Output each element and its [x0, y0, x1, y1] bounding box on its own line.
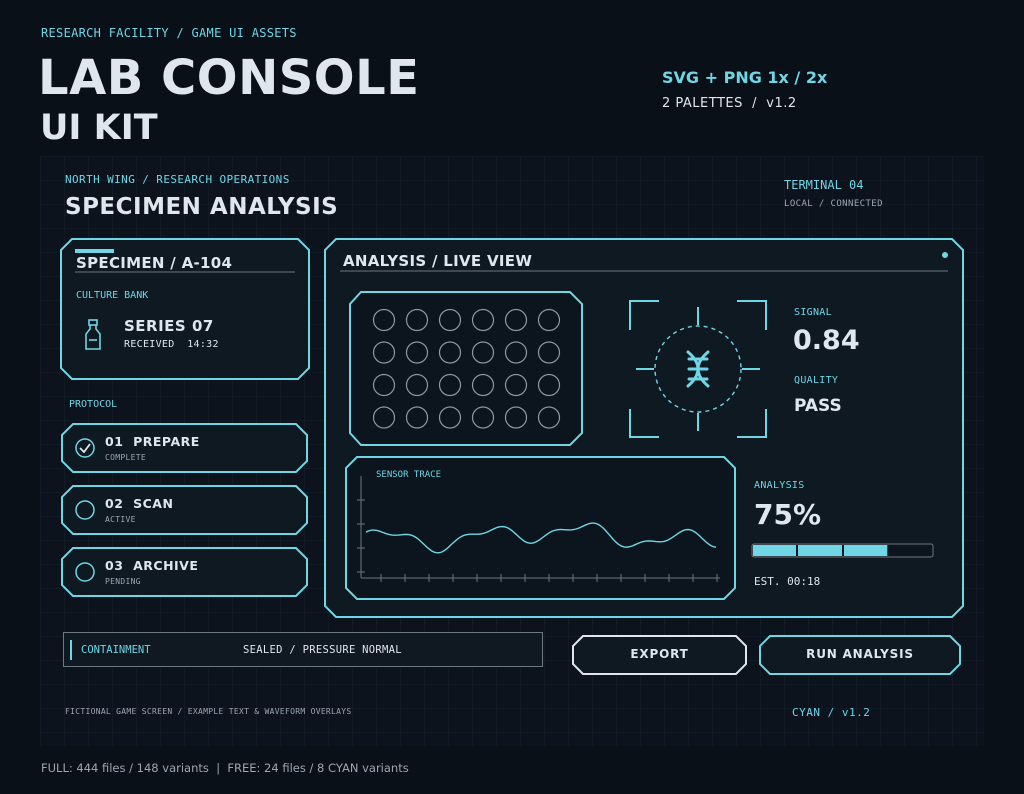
- export-button-label: EXPORT: [630, 647, 689, 661]
- analysis-title: ANALYSIS / LIVE VIEW: [343, 252, 533, 270]
- protocol-step-scan[interactable]: 02 SCAN ACTIVE: [62, 486, 307, 534]
- step-status: COMPLETE: [105, 453, 146, 462]
- sensor-waveform: [365, 522, 717, 554]
- well: [405, 341, 429, 364]
- culture-label: CULTURE BANK: [76, 290, 149, 301]
- containment-label: CONTAINMENT: [81, 644, 151, 656]
- eta-label: EST. 00:18: [754, 575, 821, 588]
- step-frame-3: [61, 547, 308, 597]
- specimen-series: SERIES 07: [124, 317, 214, 335]
- well: [372, 373, 396, 397]
- format-info: SVG + PNG 1x / 2x: [662, 68, 828, 87]
- step-title: 01 PREPARE: [105, 434, 200, 449]
- variant-label: CYAN / v1.2: [792, 706, 871, 719]
- well: [504, 373, 528, 397]
- specimen-received: RECEIVED 14:32: [124, 339, 219, 350]
- run-analysis-button-frame: [759, 635, 961, 675]
- well: [438, 308, 462, 332]
- well: [471, 308, 495, 332]
- step-status: ACTIVE: [105, 515, 136, 524]
- well: [405, 406, 429, 429]
- sensor-axes: [360, 476, 720, 579]
- terminal-status: LOCAL / CONNECTED: [784, 199, 883, 209]
- target-reticle: [629, 300, 767, 438]
- step-status: PENDING: [105, 577, 141, 586]
- containment-accent: [70, 640, 72, 660]
- well-plate-frame: [349, 291, 583, 446]
- step-frame-1: [61, 423, 308, 473]
- well: [537, 308, 561, 332]
- specimen-title: SPECIMEN / A-104: [76, 254, 233, 272]
- well: [438, 406, 462, 429]
- sensor-ticks: [357, 499, 718, 582]
- check-circle-icon: [75, 438, 95, 458]
- step-frame-2: [61, 485, 308, 535]
- well: [405, 373, 429, 397]
- kit-title: LAB CONSOLE: [38, 50, 420, 106]
- progress-fill: [753, 545, 888, 556]
- vial-icon: [85, 319, 101, 350]
- well: [471, 341, 495, 364]
- footnote: FICTIONAL GAME SCREEN / EXAMPLE TEXT & W…: [65, 707, 352, 716]
- well: [537, 373, 561, 397]
- run-analysis-button[interactable]: RUN ANALYSIS: [760, 636, 960, 674]
- containment-status: SEALED / PRESSURE NORMAL: [243, 644, 402, 656]
- well: [504, 308, 528, 332]
- quality-value: PASS: [794, 396, 842, 416]
- breadcrumb: NORTH WING / RESEARCH OPERATIONS: [65, 173, 290, 186]
- well: [537, 406, 561, 429]
- well: [372, 341, 396, 364]
- progress-segments: [796, 545, 844, 556]
- protocol-step-archive[interactable]: 03 ARCHIVE PENDING: [62, 548, 307, 596]
- signal-label: SIGNAL: [794, 307, 832, 318]
- export-button[interactable]: EXPORT: [573, 636, 746, 674]
- protocol-label: PROTOCOL: [69, 399, 118, 410]
- specimen-card-accent: [75, 249, 114, 253]
- progress-label: ANALYSIS: [754, 480, 805, 491]
- protocol-step-prepare[interactable]: 01 PREPARE COMPLETE: [62, 424, 307, 472]
- well: [504, 341, 528, 364]
- file-count: FULL: 444 files / 148 variants | FREE: 2…: [41, 761, 409, 775]
- kit-subtitle: UI KIT: [40, 108, 158, 148]
- sensor-panel-frame: [345, 456, 736, 600]
- progress-value: 75%: [754, 498, 822, 531]
- terminal-label: TERMINAL 04: [784, 178, 864, 192]
- well: [504, 406, 528, 429]
- live-indicator: [942, 252, 948, 258]
- well: [537, 341, 561, 364]
- page-title: SPECIMEN ANALYSIS: [65, 194, 339, 220]
- well-grid: [372, 308, 561, 429]
- quality-label: QUALITY: [794, 375, 839, 386]
- step-title: 02 SCAN: [105, 496, 174, 511]
- well: [372, 308, 396, 332]
- signal-value: 0.84: [793, 325, 860, 356]
- well: [372, 406, 396, 429]
- sensor-trace-label: SENSOR TRACE: [376, 470, 442, 480]
- well: [405, 308, 429, 332]
- palette-info: 2 PALETTES / v1.2: [662, 96, 797, 111]
- well: [471, 406, 495, 429]
- export-button-frame: [572, 635, 747, 675]
- step-title: 03 ARCHIVE: [105, 558, 199, 573]
- dna-target-icon: [686, 350, 710, 388]
- circle-icon: [75, 500, 95, 520]
- run-analysis-button-label: RUN ANALYSIS: [806, 647, 914, 661]
- well: [438, 341, 462, 364]
- circle-icon: [75, 562, 95, 582]
- well: [438, 373, 462, 397]
- well: [471, 373, 495, 397]
- specimen-card-frame: [60, 238, 310, 380]
- containment-bar: [63, 632, 543, 667]
- asset-crumb: RESEARCH FACILITY / GAME UI ASSETS: [41, 26, 297, 40]
